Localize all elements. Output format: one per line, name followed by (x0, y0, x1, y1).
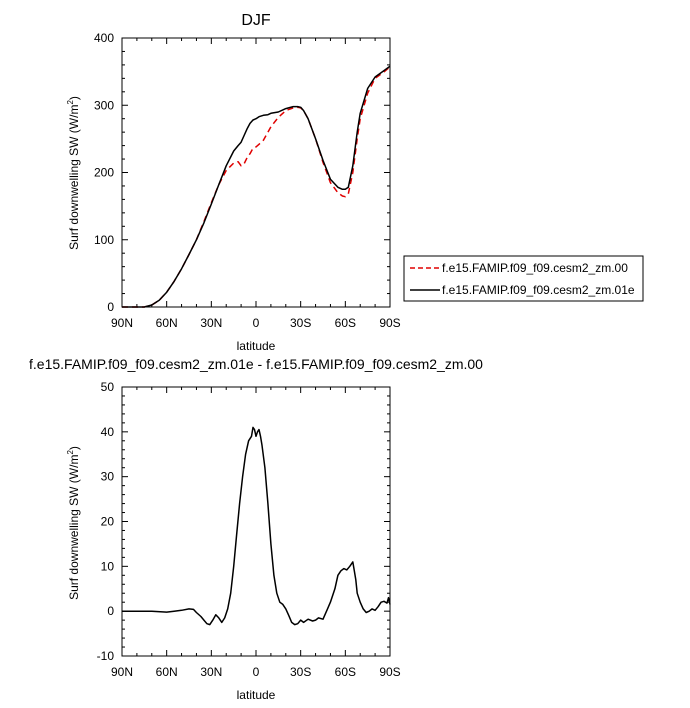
y-axis-label-close: ) (67, 446, 81, 450)
x-tick-label: 90N (111, 665, 133, 679)
y-tick-label: -10 (97, 649, 115, 663)
legend-label-1: f.e15.FAMIP.f09_f09.cesm2_zm.01e (442, 283, 635, 297)
y-tick-label: 0 (107, 300, 114, 314)
y-tick-label: 50 (101, 380, 115, 394)
legend-box (403, 255, 644, 302)
series-line-1 (122, 65, 391, 308)
x-tick-label: 30N (200, 665, 222, 679)
x-tick-label: 30S (290, 316, 311, 330)
x-axis-label: latitude (237, 339, 276, 353)
difference-chart-title: f.e15.FAMIP.f09_f09.cesm2_zm.01e - f.e15… (29, 356, 483, 372)
top-panel: DJF Surf downwelling SW (W/m2) latitude … (66, 12, 401, 353)
y-tick-label: 400 (94, 31, 114, 45)
x-tick-label: 0 (253, 316, 260, 330)
chart-title: DJF (241, 12, 271, 29)
y-tick-label: 300 (94, 98, 114, 112)
x-tick-label: 30N (200, 316, 222, 330)
series-line-0 (122, 66, 391, 308)
legend-label-0: f.e15.FAMIP.f09_f09.cesm2_zm.00 (442, 261, 628, 275)
y-tick-label: 30 (101, 470, 115, 484)
plot-frame (121, 386, 391, 657)
y-axis-label-superscript: 2 (66, 450, 75, 455)
axis-ticks: 90N 60N 30N 0 30S 60S 90S -10 0 10 20 30 40 50 (97, 380, 401, 679)
y-tick-label: 10 (101, 559, 115, 573)
y-axis-label-text: Surf downwelling SW (W/m (67, 455, 81, 600)
y-tick-label: 100 (94, 233, 114, 247)
plot-frame (121, 37, 391, 308)
x-axis-label: latitude (237, 688, 276, 702)
y-tick-label: 20 (101, 515, 115, 529)
x-tick-label: 90S (379, 665, 400, 679)
y-axis-label-close: ) (67, 96, 81, 100)
axis-ticks: 90N 60N 30N 0 30S 60S 90S 0 100 200 300 400 (94, 31, 401, 330)
legend: f.e15.FAMIP.f09_f09.cesm2_zm.00 f.e15.FA… (403, 255, 644, 302)
series-lines (122, 65, 391, 308)
x-tick-label: 60N (156, 665, 178, 679)
series-line-0 (122, 426, 391, 626)
y-axis-label-superscript: 2 (66, 100, 75, 105)
y-tick-label: 40 (101, 425, 115, 439)
x-tick-label: 90N (111, 316, 133, 330)
y-axis-label-text: Surf downwelling SW (W/m (67, 105, 81, 250)
x-tick-label: 0 (253, 665, 260, 679)
bottom-panel: f.e15.FAMIP.f09_f09.cesm2_zm.01e - f.e15… (29, 356, 483, 702)
x-tick-label: 60N (156, 316, 178, 330)
x-tick-label: 90S (379, 316, 400, 330)
y-tick-label: 200 (94, 166, 114, 180)
x-tick-label: 60S (335, 665, 356, 679)
y-tick-label: 0 (107, 604, 114, 618)
x-tick-label: 30S (290, 665, 311, 679)
x-tick-label: 60S (335, 316, 356, 330)
series-lines (122, 426, 391, 626)
y-axis-label: Surf downwelling SW (W/m2) (66, 96, 81, 250)
y-axis-label: Surf downwelling SW (W/m2) (66, 446, 81, 600)
